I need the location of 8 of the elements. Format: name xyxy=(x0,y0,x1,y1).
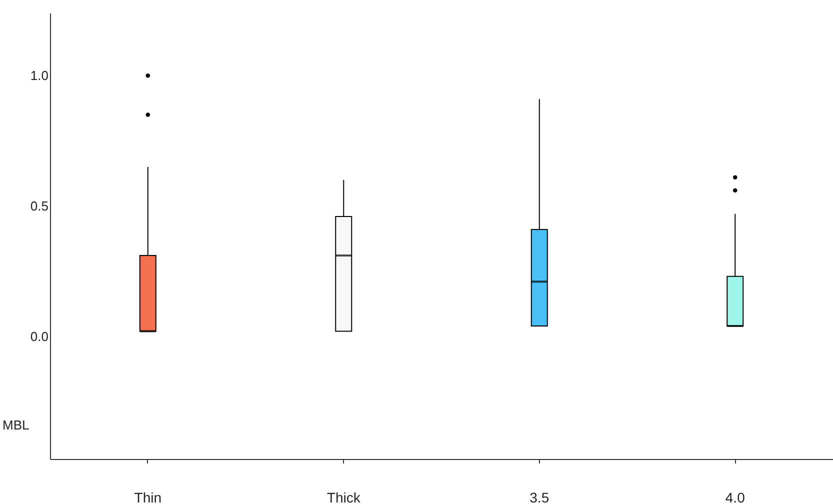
y-tick-label: 0.5 xyxy=(30,198,48,214)
x-tick-label: 3.5 xyxy=(530,490,550,504)
x-tick-label: 4.0 xyxy=(725,490,746,504)
x-tick-label: Thick xyxy=(326,490,362,504)
y-tick-label: 0.0 xyxy=(30,328,48,344)
y-tick-label: 1.0 xyxy=(30,68,48,84)
y-axis-title: MBL xyxy=(2,418,30,432)
x-tick-label: Thin xyxy=(134,490,162,504)
